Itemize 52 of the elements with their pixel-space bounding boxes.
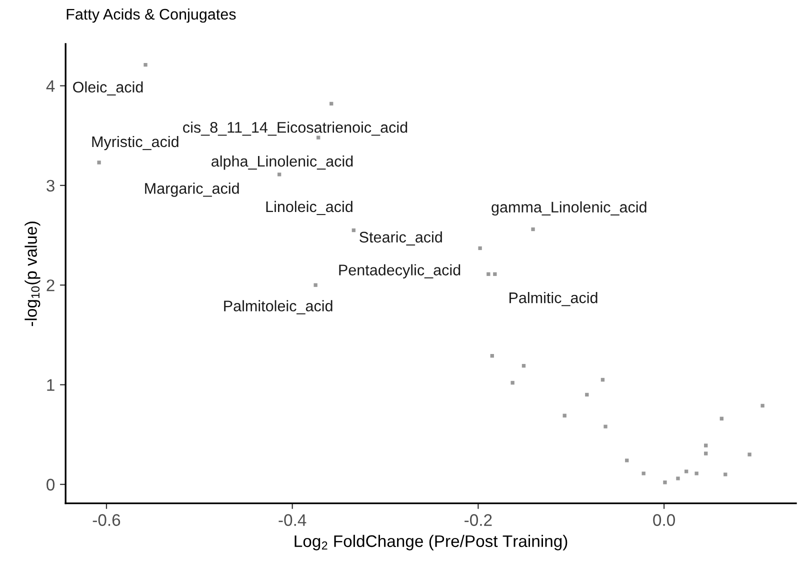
annotation: Stearic_acid (360, 231, 442, 246)
point (97, 160, 101, 164)
point (314, 283, 318, 287)
point (604, 424, 608, 428)
annotation: Linoleic_acid (266, 200, 352, 216)
point (684, 470, 688, 474)
point (493, 272, 497, 276)
point (352, 228, 356, 232)
point (510, 380, 514, 385)
annotation: Margaric_acid (145, 182, 239, 197)
annotation: gamma_Linolenic_acid (492, 201, 646, 216)
x-tick-label: -0.2 (464, 514, 492, 526)
point (144, 63, 148, 67)
point (522, 364, 526, 368)
point (724, 472, 728, 476)
x-tick-label: 0.0 (653, 514, 675, 526)
point (486, 272, 490, 276)
point (760, 404, 764, 408)
point (625, 458, 629, 462)
y-axis-title: -log$_{10}$(p value) (24, 222, 40, 326)
point (478, 246, 482, 250)
annotation: Palmitoleic_acid (224, 300, 332, 314)
annotation: Palmitic_acid (510, 292, 598, 306)
y-tick-label: 3 (46, 180, 54, 192)
point (642, 472, 646, 476)
annotation: Myristic_acid (92, 136, 178, 150)
point (676, 476, 680, 480)
point (720, 416, 724, 420)
point (748, 452, 752, 456)
point (704, 452, 708, 456)
point (600, 378, 605, 382)
x-tick-label: -0.4 (278, 514, 306, 526)
point (704, 444, 708, 448)
annotation: cis_8_11_14_Eicosatrienoic_acid (183, 122, 408, 136)
y-tick-label: 4 (46, 80, 55, 92)
point (277, 172, 282, 176)
x-axis-title: Log$_{2}$ FoldChange (Pre/Post Training) (294, 534, 568, 550)
y-tick-label: 2 (46, 279, 54, 292)
point (490, 354, 494, 358)
annotation: Oleic_acid (73, 81, 143, 96)
y-tick-label: 1 (47, 379, 54, 391)
point (585, 392, 589, 397)
point (531, 227, 535, 232)
point (694, 472, 698, 476)
point (562, 414, 566, 418)
point (330, 102, 334, 106)
x-tick-label: -0.6 (92, 514, 120, 526)
annotation: Pentadecylic_acid (339, 264, 460, 278)
point (663, 480, 667, 484)
y-tick-label: 0 (46, 478, 55, 491)
annotation: alpha_Linolenic_acid (212, 155, 353, 170)
chart-title: Fatty Acids & Conjugates (66, 8, 236, 23)
